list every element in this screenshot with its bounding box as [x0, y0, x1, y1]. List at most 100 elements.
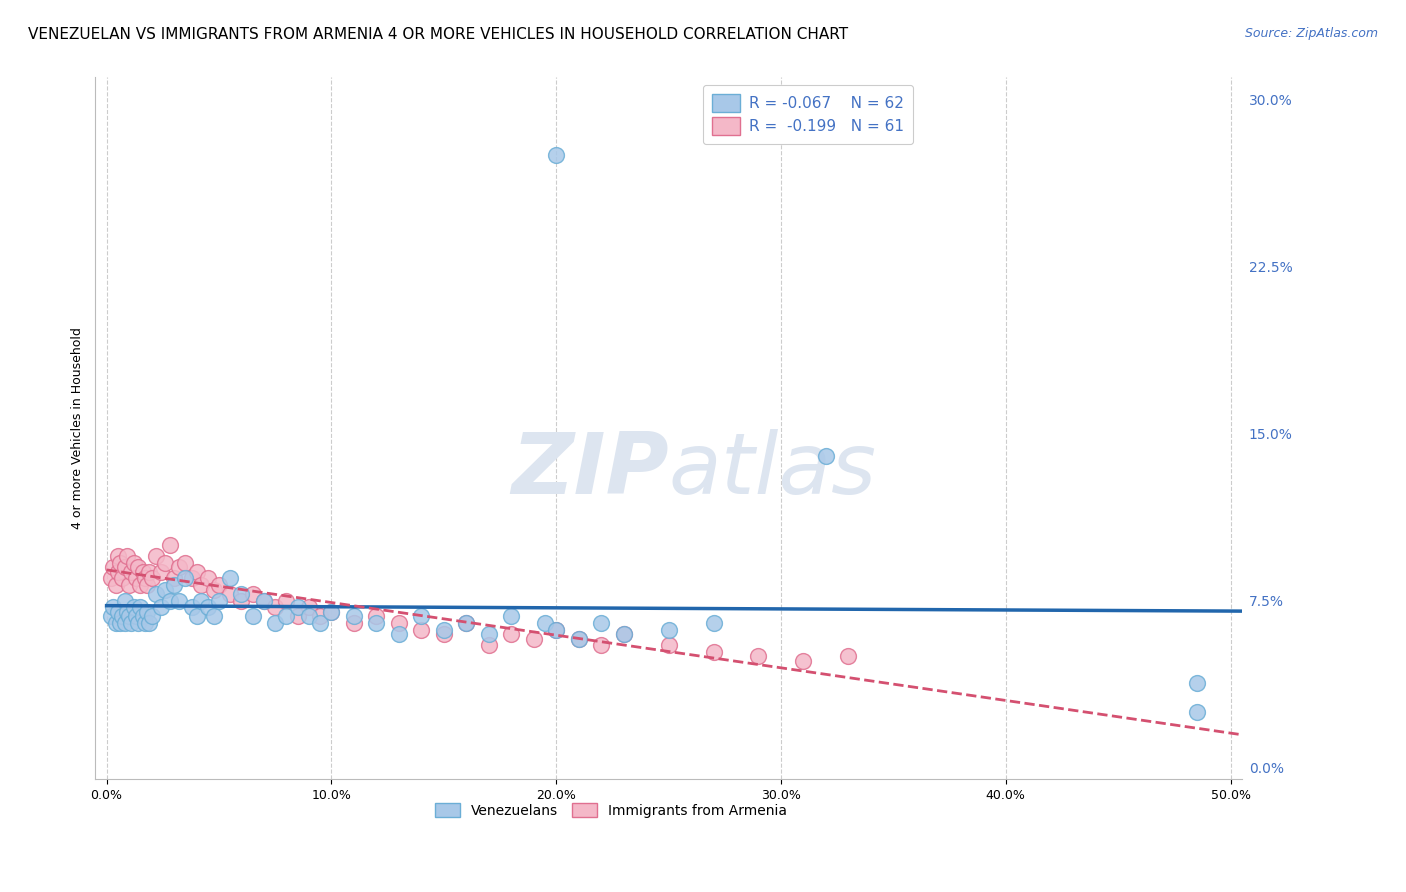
Point: [138, 565, 160, 579]
Point: [153, 582, 176, 597]
Point: [591, 638, 613, 652]
Point: [186, 609, 208, 624]
Point: [131, 609, 153, 624]
Point: [366, 609, 388, 624]
Point: [456, 615, 478, 630]
Point: [523, 632, 546, 646]
Point: [174, 556, 197, 570]
Point: [145, 587, 167, 601]
Point: [546, 148, 568, 162]
Point: [219, 587, 242, 601]
Point: [253, 593, 276, 607]
Point: [108, 615, 131, 630]
Point: [613, 627, 636, 641]
Point: [534, 615, 557, 630]
Point: [242, 609, 264, 624]
Point: [122, 556, 145, 570]
Point: [159, 593, 181, 607]
Point: [141, 572, 163, 586]
Point: [118, 578, 141, 592]
Point: [264, 600, 287, 615]
Point: [298, 600, 321, 615]
Point: [114, 615, 136, 630]
Point: [613, 627, 636, 641]
Point: [837, 649, 859, 664]
Point: [388, 615, 411, 630]
Point: [163, 572, 186, 586]
Point: [501, 627, 523, 641]
Point: [141, 609, 163, 624]
Point: [115, 605, 138, 619]
Point: [115, 549, 138, 564]
Point: [343, 615, 366, 630]
Point: [321, 605, 343, 619]
Point: [104, 615, 127, 630]
Point: [103, 560, 125, 574]
Point: [159, 538, 181, 552]
Point: [111, 609, 134, 624]
Point: [287, 600, 309, 615]
Point: [456, 615, 478, 630]
Point: [125, 609, 148, 624]
Point: [1185, 705, 1208, 719]
Point: [546, 623, 568, 637]
Point: [433, 623, 456, 637]
Point: [411, 623, 433, 637]
Point: [129, 600, 152, 615]
Point: [309, 609, 332, 624]
Point: [231, 593, 253, 607]
Point: [501, 609, 523, 624]
Point: [174, 572, 197, 586]
Point: [120, 615, 142, 630]
Point: [287, 609, 309, 624]
Point: [107, 565, 129, 579]
Point: [321, 605, 343, 619]
Point: [478, 638, 501, 652]
Point: [114, 593, 136, 607]
Point: [264, 615, 287, 630]
Point: [127, 615, 149, 630]
Point: [702, 645, 724, 659]
Point: [568, 632, 591, 646]
Text: VENEZUELAN VS IMMIGRANTS FROM ARMENIA 4 OR MORE VEHICLES IN HOUSEHOLD CORRELATIO: VENEZUELAN VS IMMIGRANTS FROM ARMENIA 4 …: [28, 27, 848, 42]
Point: [127, 560, 149, 574]
Point: [208, 578, 231, 592]
Point: [100, 572, 122, 586]
Point: [411, 609, 433, 624]
Point: [792, 654, 814, 668]
Point: [108, 556, 131, 570]
Point: [276, 593, 298, 607]
Y-axis label: 4 or more Vehicles in Household: 4 or more Vehicles in Household: [72, 327, 84, 529]
Point: [190, 578, 212, 592]
Point: [181, 600, 204, 615]
Point: [114, 560, 136, 574]
Point: [204, 609, 226, 624]
Point: [702, 615, 724, 630]
Point: [568, 632, 591, 646]
Point: [122, 600, 145, 615]
Text: ZIP: ZIP: [510, 429, 669, 512]
Point: [167, 560, 190, 574]
Point: [298, 609, 321, 624]
Point: [204, 582, 226, 597]
Point: [118, 609, 141, 624]
Point: [134, 615, 156, 630]
Point: [658, 623, 681, 637]
Point: [546, 623, 568, 637]
Point: [125, 572, 148, 586]
Point: [167, 593, 190, 607]
Point: [107, 605, 129, 619]
Point: [111, 572, 134, 586]
Point: [149, 600, 172, 615]
Point: [591, 615, 613, 630]
Point: [163, 578, 186, 592]
Point: [208, 593, 231, 607]
Point: [343, 609, 366, 624]
Point: [134, 572, 156, 586]
Point: [253, 593, 276, 607]
Point: [104, 578, 127, 592]
Point: [149, 565, 172, 579]
Text: atlas: atlas: [669, 429, 876, 512]
Point: [153, 556, 176, 570]
Point: [190, 593, 212, 607]
